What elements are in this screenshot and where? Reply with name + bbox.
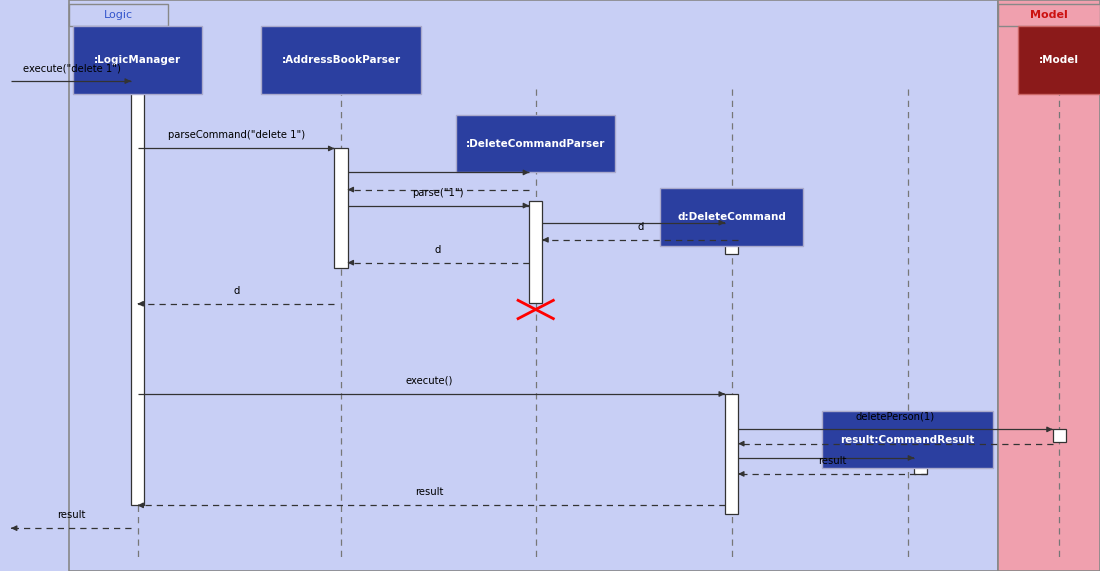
Text: parse("1"): parse("1") <box>412 187 463 198</box>
FancyBboxPatch shape <box>334 148 348 268</box>
Text: parseCommand("delete 1"): parseCommand("delete 1") <box>168 130 305 140</box>
Text: d: d <box>434 244 441 255</box>
Text: :LogicManager: :LogicManager <box>94 55 182 65</box>
FancyBboxPatch shape <box>131 81 144 505</box>
FancyBboxPatch shape <box>725 394 738 514</box>
Text: :DeleteCommandParser: :DeleteCommandParser <box>466 139 605 149</box>
Text: result: result <box>57 510 86 520</box>
FancyBboxPatch shape <box>998 4 1100 26</box>
Text: Logic: Logic <box>104 10 133 20</box>
Text: d: d <box>637 222 644 232</box>
Bar <box>0 0 69 571</box>
Bar <box>69 0 998 571</box>
FancyBboxPatch shape <box>69 4 168 26</box>
Text: result:CommandResult: result:CommandResult <box>840 435 975 445</box>
Text: d:DeleteCommand: d:DeleteCommand <box>678 212 785 222</box>
Text: Model: Model <box>1030 10 1068 20</box>
Text: :AddressBookParser: :AddressBookParser <box>282 55 400 65</box>
FancyBboxPatch shape <box>1053 429 1066 442</box>
Text: execute(): execute() <box>405 376 453 386</box>
Text: result: result <box>415 487 443 497</box>
Bar <box>998 0 1100 571</box>
FancyBboxPatch shape <box>262 26 420 94</box>
FancyBboxPatch shape <box>73 26 202 94</box>
FancyBboxPatch shape <box>660 188 803 246</box>
Text: deletePerson(1): deletePerson(1) <box>856 411 935 421</box>
FancyBboxPatch shape <box>822 411 992 468</box>
FancyBboxPatch shape <box>529 201 542 303</box>
FancyBboxPatch shape <box>725 223 738 254</box>
FancyBboxPatch shape <box>914 434 927 474</box>
Text: execute("delete 1"): execute("delete 1") <box>23 63 120 73</box>
Text: :Model: :Model <box>1040 55 1079 65</box>
Text: result: result <box>818 456 847 466</box>
FancyBboxPatch shape <box>455 115 616 172</box>
FancyBboxPatch shape <box>1019 26 1100 94</box>
Text: d: d <box>233 286 240 296</box>
